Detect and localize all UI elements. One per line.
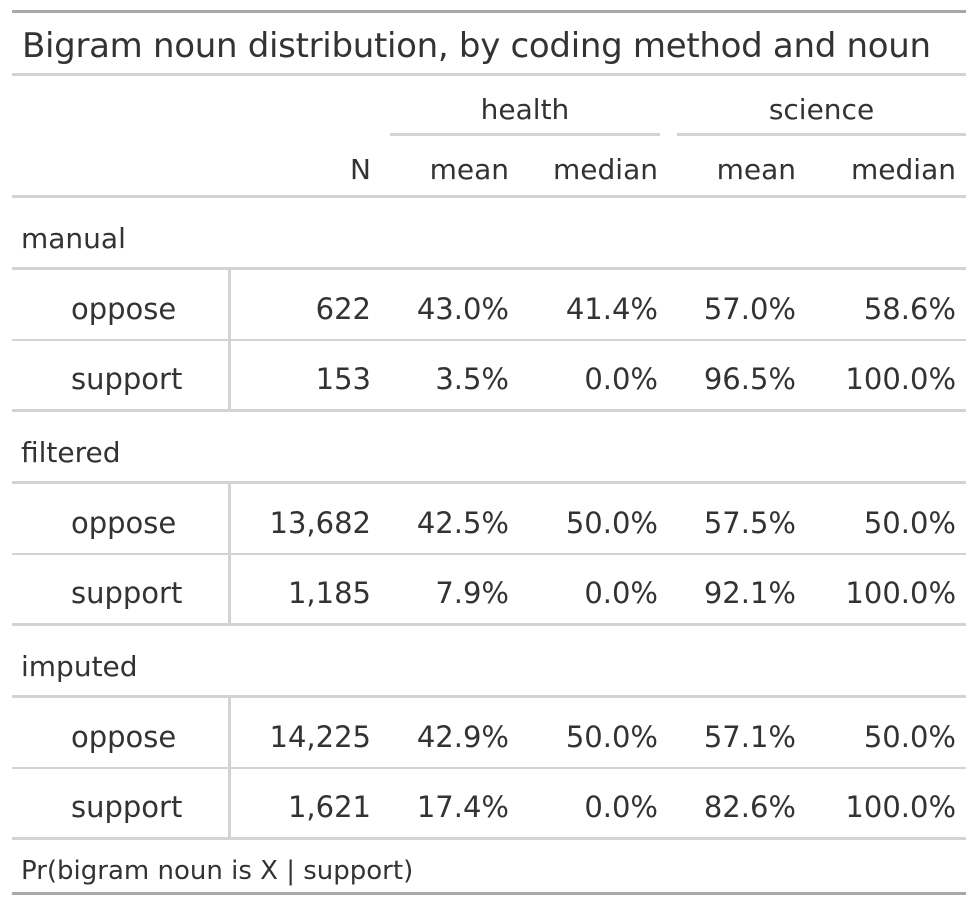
column-header-science-mean: mean	[716, 153, 796, 186]
cell-science-median: 100.0%	[845, 790, 956, 824]
cell-n: 622	[315, 292, 371, 326]
cell-health-mean: 17.4%	[416, 790, 509, 824]
cell-n: 153	[315, 362, 371, 396]
cell-health-mean: 42.9%	[416, 720, 509, 754]
group-label-imputed: imputed	[21, 650, 138, 683]
group-label-filtered: filtered	[21, 436, 121, 469]
cell-health-median: 50.0%	[565, 506, 658, 540]
row-rule	[12, 767, 966, 769]
table-title: Bigram noun distribution, by coding meth…	[22, 26, 931, 66]
cell-science-mean: 57.5%	[703, 506, 796, 540]
header-bottom-rule	[12, 195, 966, 198]
spanner-science-line	[677, 133, 966, 136]
cell-science-mean: 82.6%	[703, 790, 796, 824]
cell-science-mean: 57.1%	[703, 720, 796, 754]
cell-health-median: 0.0%	[584, 362, 658, 396]
row-label: support	[71, 790, 183, 824]
group-rule	[12, 267, 966, 270]
cell-health-mean: 42.5%	[416, 506, 509, 540]
row-label: support	[71, 576, 183, 610]
column-header-science-median: median	[851, 153, 956, 186]
cell-science-mean: 57.0%	[703, 292, 796, 326]
cell-science-median: 50.0%	[863, 506, 956, 540]
cell-science-median: 50.0%	[863, 720, 956, 754]
column-header-n: N	[350, 153, 371, 186]
cell-science-median: 100.0%	[845, 362, 956, 396]
cell-science-median: 100.0%	[845, 576, 956, 610]
cell-health-median: 50.0%	[565, 720, 658, 754]
spanner-health-line	[390, 133, 660, 136]
row-label: oppose	[71, 506, 177, 540]
table-top-rule	[12, 10, 966, 13]
row-label: support	[71, 362, 183, 396]
cell-n: 1,621	[287, 790, 371, 824]
cell-health-median: 41.4%	[565, 292, 658, 326]
cell-science-mean: 96.5%	[703, 362, 796, 396]
cell-health-median: 0.0%	[584, 790, 658, 824]
column-header-health-median: median	[553, 153, 658, 186]
row-label: oppose	[71, 292, 177, 326]
body-bottom-rule	[12, 837, 966, 840]
title-rule	[12, 73, 966, 76]
cell-n: 1,185	[287, 576, 371, 610]
cell-health-mean: 3.5%	[435, 362, 509, 396]
group-rule	[12, 481, 966, 484]
spanner-science: science	[768, 93, 875, 126]
cell-science-median: 58.6%	[863, 292, 956, 326]
table-footnote: Pr(bigram noun is X | support)	[21, 856, 414, 886]
group-rule	[12, 409, 966, 412]
cell-n: 14,225	[269, 720, 371, 754]
cell-n: 13,682	[269, 506, 371, 540]
row-rule	[12, 553, 966, 555]
group-rule	[12, 623, 966, 626]
group-rule	[12, 695, 966, 698]
group-label-manual: manual	[21, 222, 126, 255]
cell-health-mean: 43.0%	[416, 292, 509, 326]
cell-science-mean: 92.1%	[703, 576, 796, 610]
table-bottom-rule	[12, 892, 966, 895]
row-rule	[12, 339, 966, 341]
row-label: oppose	[71, 720, 177, 754]
column-header-health-mean: mean	[429, 153, 509, 186]
cell-health-median: 0.0%	[584, 576, 658, 610]
cell-health-mean: 7.9%	[435, 576, 509, 610]
spanner-health: health	[480, 93, 570, 126]
